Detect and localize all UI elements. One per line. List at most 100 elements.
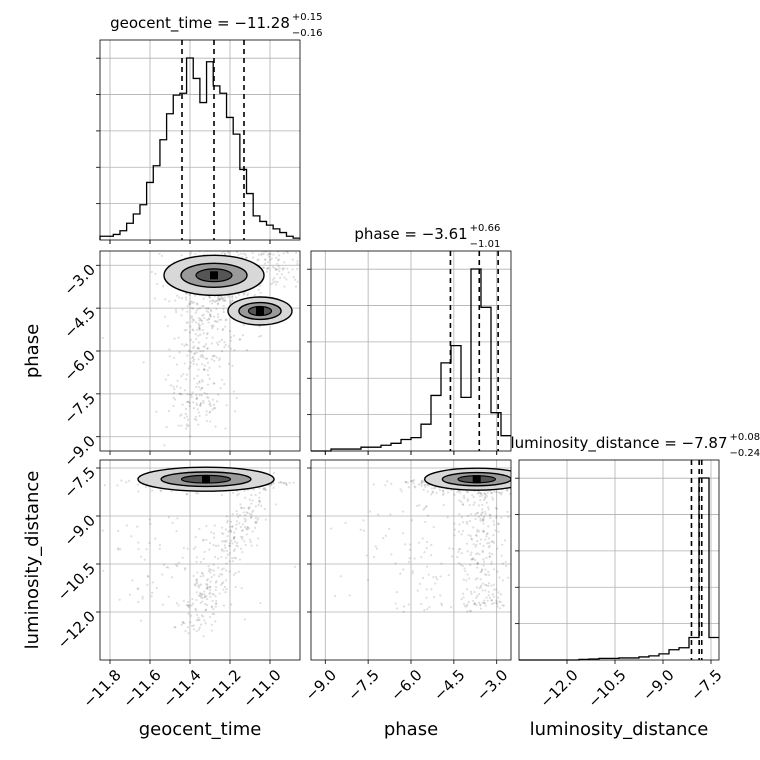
sample-point: [223, 341, 226, 344]
sample-point: [472, 543, 475, 546]
sample-point: [290, 549, 292, 551]
sample-point: [190, 396, 193, 399]
sample-point: [432, 526, 435, 529]
sample-point: [193, 584, 197, 587]
sample-point: [224, 427, 227, 430]
sample-point: [192, 624, 196, 627]
density-peak: [472, 475, 481, 484]
sample-point: [210, 342, 214, 345]
sample-point: [498, 600, 501, 603]
sample-point: [130, 535, 133, 538]
sample-point: [516, 484, 518, 486]
sample-point: [209, 315, 212, 318]
sample-point: [184, 296, 187, 299]
sample-point: [229, 530, 233, 533]
sample-point: [128, 479, 131, 482]
sample-point: [485, 495, 488, 498]
sample-point: [247, 506, 250, 509]
sample-point: [264, 488, 267, 491]
sample-point: [479, 499, 482, 502]
sample-point: [459, 563, 462, 566]
sample-point: [225, 588, 228, 591]
sample-point: [224, 343, 227, 347]
sample-point: [200, 319, 204, 323]
sample-point: [195, 363, 199, 366]
sample-point: [195, 397, 198, 400]
sample-point: [195, 302, 199, 305]
sample-point: [275, 503, 278, 506]
sample-point: [116, 484, 119, 487]
sample-point: [117, 548, 120, 551]
hist-x-luminosity_distance-tick-label-group: −9.0: [639, 666, 677, 704]
sample-point: [476, 566, 479, 569]
sample-point: [268, 255, 271, 258]
sample-point: [282, 482, 285, 485]
sample-point: [161, 603, 164, 606]
sample-point: [491, 496, 494, 499]
sample-point: [222, 308, 225, 311]
sample-point: [214, 602, 218, 605]
sample-point: [210, 629, 214, 632]
sample-point: [278, 254, 281, 257]
sample-point: [229, 520, 233, 523]
sample-point: [216, 302, 220, 305]
sample-point: [483, 492, 486, 495]
p31-y-tick-label-group: −7.5: [61, 463, 99, 501]
sample-point: [507, 515, 510, 518]
sample-point: [472, 503, 475, 507]
sample-point: [189, 621, 192, 624]
sample-point: [497, 530, 500, 533]
sample-point: [245, 349, 249, 352]
sample-point: [191, 598, 194, 601]
sample-point: [470, 592, 473, 596]
sample-point: [247, 507, 250, 510]
sample-point: [272, 486, 275, 489]
sample-point: [211, 408, 214, 411]
sample-point: [220, 549, 223, 552]
sample-point: [482, 529, 485, 532]
sample-point: [260, 334, 263, 338]
sample-point: [191, 356, 194, 360]
sample-point: [520, 481, 522, 483]
sample-point: [282, 252, 285, 255]
sample-point: [291, 268, 294, 271]
sample-point: [208, 313, 212, 316]
sample-point: [199, 402, 202, 405]
sample-point: [477, 601, 480, 604]
density-peak: [202, 475, 210, 484]
sample-point: [216, 295, 220, 299]
sample-point: [172, 396, 175, 399]
sample-point: [480, 512, 483, 515]
sample-point: [486, 491, 489, 494]
sample-point: [287, 271, 290, 274]
sample-point: [191, 307, 195, 310]
sample-point: [230, 603, 233, 606]
sample-point: [183, 362, 186, 365]
sample-point: [253, 526, 257, 529]
sample-point: [118, 598, 121, 601]
sample-point: [202, 635, 205, 638]
sample-point: [420, 482, 423, 485]
sample-point: [475, 534, 478, 538]
sample-point: [528, 487, 530, 489]
sample-point: [279, 235, 281, 237]
sample-point: [164, 242, 166, 244]
sample-point: [193, 345, 196, 348]
sample-point: [192, 319, 196, 322]
sample-point: [186, 600, 190, 604]
sample-point: [231, 298, 234, 301]
sample-point: [395, 591, 398, 594]
sample-point: [197, 423, 200, 426]
sample-point: [222, 299, 225, 302]
sample-point: [221, 540, 224, 543]
sample-point: [272, 281, 275, 284]
sample-point: [197, 594, 200, 597]
sample-point: [481, 518, 484, 521]
sample-point: [246, 294, 249, 297]
sample-point: [497, 596, 500, 599]
sample-point: [475, 596, 478, 599]
sample-point: [101, 529, 105, 532]
sample-point: [220, 252, 224, 255]
sample-point: [450, 606, 453, 609]
sample-point: [153, 297, 156, 300]
